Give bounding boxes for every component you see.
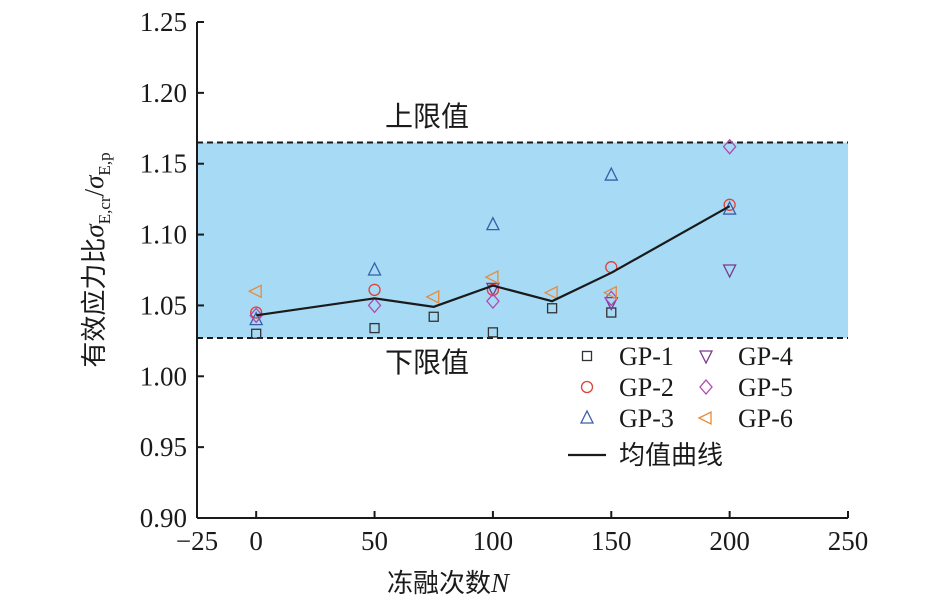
y-axis-title-part: σ [79,174,109,189]
legend-item: GP-2 [580,373,674,402]
y-axis-title-part: / [79,188,109,196]
data-point [485,282,500,297]
legend-marker [579,409,595,424]
data-point [604,290,619,307]
x-tick-label: 100 [473,526,514,556]
legend-marker [697,410,712,426]
data-point [604,296,619,312]
y-tick-label: 1.15 [140,149,187,179]
y-tick-label: 1.20 [140,78,187,108]
mean-curve-line [256,205,731,317]
data-point [250,306,263,319]
x-axis-title-var: N [490,568,511,598]
data-point [484,270,499,285]
legend-item: GP-1 [581,342,674,371]
data-point [485,216,500,231]
legend-item: 均值曲线 [568,441,723,471]
data-point [425,289,440,304]
series-gp-6 [247,270,617,304]
y-tick-label: 0.95 [140,432,187,462]
lower-limit-label: 下限值 [385,346,469,379]
y-axis-title-part: E,cr [95,196,114,224]
legend-item: GP-3 [579,404,674,433]
data-point [247,284,262,299]
x-tick-label: −25 [176,526,218,556]
data-point [486,293,500,310]
y-tick-label: 1.05 [140,290,187,320]
y-axis-title-text: 有效应力比 [80,238,110,368]
y-tick-label: 1.10 [140,220,187,250]
legend: GP-1GP-2GP-3 GP-4GP-5GP-6 均值曲线 [568,342,793,471]
data-point [722,138,737,155]
data-point [367,261,382,276]
series-gp-1 [251,303,617,339]
upper-limit-label: 上限值 [385,100,469,133]
legend-item: GP-6 [697,404,793,433]
legend-marker [698,350,714,365]
data-points [247,138,737,339]
data-point [368,283,381,296]
legend-marker [580,380,594,394]
legend-label: GP-1 [619,342,674,371]
data-point [602,285,617,300]
series-gp-5 [249,138,737,324]
data-point [251,328,262,339]
x-tick-label: 150 [591,526,632,556]
data-point [543,285,558,300]
x-tick-label: 0 [249,526,263,556]
legend-label: GP-4 [738,342,793,371]
data-point [604,166,619,181]
y-axis-title: 有效应力比σE,cr/σE,p [79,152,114,367]
data-point [369,322,380,334]
x-axis-title: 冻融次数N [387,568,511,599]
legend-marker [699,379,713,395]
data-point [428,311,439,322]
legend-label: GP-3 [619,404,674,433]
y-axis-title-part: E,p [95,152,114,175]
data-point [606,307,617,318]
data-point [546,303,558,314]
y-tick-label: 1.00 [140,361,187,391]
legend-label: GP-6 [738,404,793,433]
legend-label: GP-5 [738,373,793,402]
legend-label: 均值曲线 [619,441,723,471]
x-axis-title-text: 冻融次数 [387,569,491,599]
legend-item: GP-5 [699,373,793,402]
data-point [487,327,499,338]
axes: 0.90 0.95 1.00 1.05 1.10 1.15 1.20 1.25 −25 0 50 10… [140,7,869,556]
y-axis-title-expr: σE,cr/σE,p [79,152,114,237]
legend-marker [581,350,593,362]
x-tick-label: 200 [709,526,750,556]
legend-label: GP-2 [619,373,674,402]
data-point [723,198,736,211]
y-tick-label: 0.90 [140,503,187,533]
data-point [249,307,264,324]
y-axis-title-part: σ [79,223,109,238]
series-gp-4 [485,264,737,312]
x-tick-label: 250 [828,526,869,556]
legend-item: GP-4 [698,342,793,371]
y-tick-label: 1.25 [140,7,187,37]
data-point [367,297,382,314]
data-point [722,264,737,279]
x-tick-label: 50 [361,526,388,556]
plot-band [197,142,848,339]
